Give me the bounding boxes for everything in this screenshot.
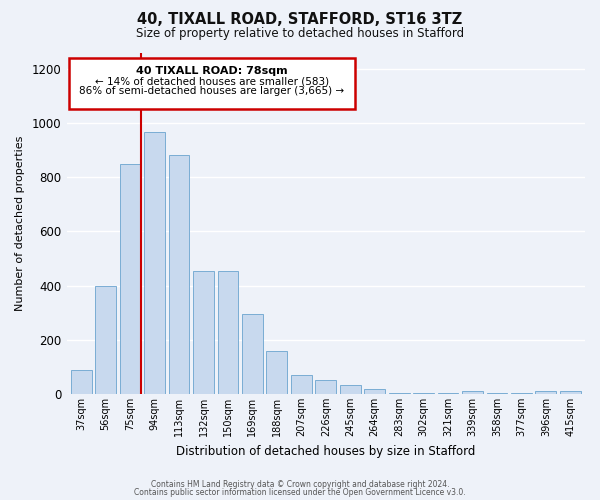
Bar [120, 164, 140, 394]
Bar [389, 392, 410, 394]
Bar [364, 388, 385, 394]
Bar [169, 156, 190, 394]
Bar [340, 386, 361, 394]
Bar [95, 286, 116, 394]
Bar [144, 132, 165, 394]
Bar [193, 270, 214, 394]
Bar [535, 392, 556, 394]
Y-axis label: Number of detached properties: Number of detached properties [15, 136, 25, 311]
Bar [316, 380, 336, 394]
Bar [291, 375, 312, 394]
Text: 40 TIXALL ROAD: 78sqm: 40 TIXALL ROAD: 78sqm [136, 66, 287, 76]
Text: Contains public sector information licensed under the Open Government Licence v3: Contains public sector information licen… [134, 488, 466, 497]
Text: 40, TIXALL ROAD, STAFFORD, ST16 3TZ: 40, TIXALL ROAD, STAFFORD, ST16 3TZ [137, 12, 463, 28]
X-axis label: Distribution of detached houses by size in Stafford: Distribution of detached houses by size … [176, 444, 475, 458]
Text: Size of property relative to detached houses in Stafford: Size of property relative to detached ho… [136, 28, 464, 40]
Text: 86% of semi-detached houses are larger (3,665) →: 86% of semi-detached houses are larger (… [79, 86, 344, 97]
Text: ← 14% of detached houses are smaller (583): ← 14% of detached houses are smaller (58… [95, 76, 329, 86]
Bar [560, 392, 581, 394]
Bar [71, 370, 92, 394]
Bar [242, 314, 263, 394]
Text: Contains HM Land Registry data © Crown copyright and database right 2024.: Contains HM Land Registry data © Crown c… [151, 480, 449, 489]
Bar [68, 58, 355, 110]
Bar [462, 392, 483, 394]
Bar [218, 270, 238, 394]
Bar [413, 393, 434, 394]
Bar [266, 350, 287, 394]
